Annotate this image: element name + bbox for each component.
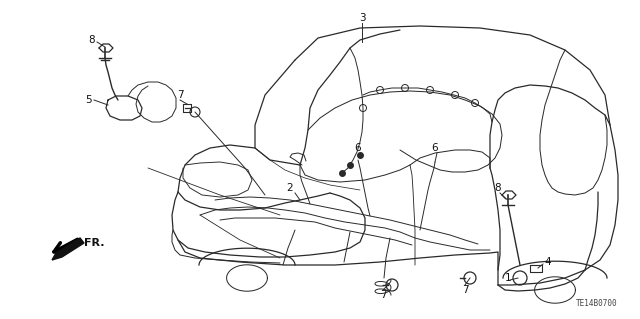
Text: 6: 6 — [432, 143, 438, 153]
Text: 1: 1 — [505, 273, 511, 283]
Text: 6: 6 — [355, 143, 362, 153]
Text: FR.: FR. — [84, 238, 104, 248]
Text: 7: 7 — [177, 90, 183, 100]
Text: 7: 7 — [380, 290, 387, 300]
Text: 8: 8 — [495, 183, 501, 193]
Text: 7: 7 — [461, 285, 468, 295]
Polygon shape — [52, 238, 84, 260]
Text: 3: 3 — [358, 13, 365, 23]
Text: 5: 5 — [84, 95, 92, 105]
Text: 8: 8 — [89, 35, 95, 45]
Text: TE14B0700: TE14B0700 — [575, 299, 617, 308]
Text: 2: 2 — [287, 183, 293, 193]
Text: 4: 4 — [545, 257, 551, 267]
